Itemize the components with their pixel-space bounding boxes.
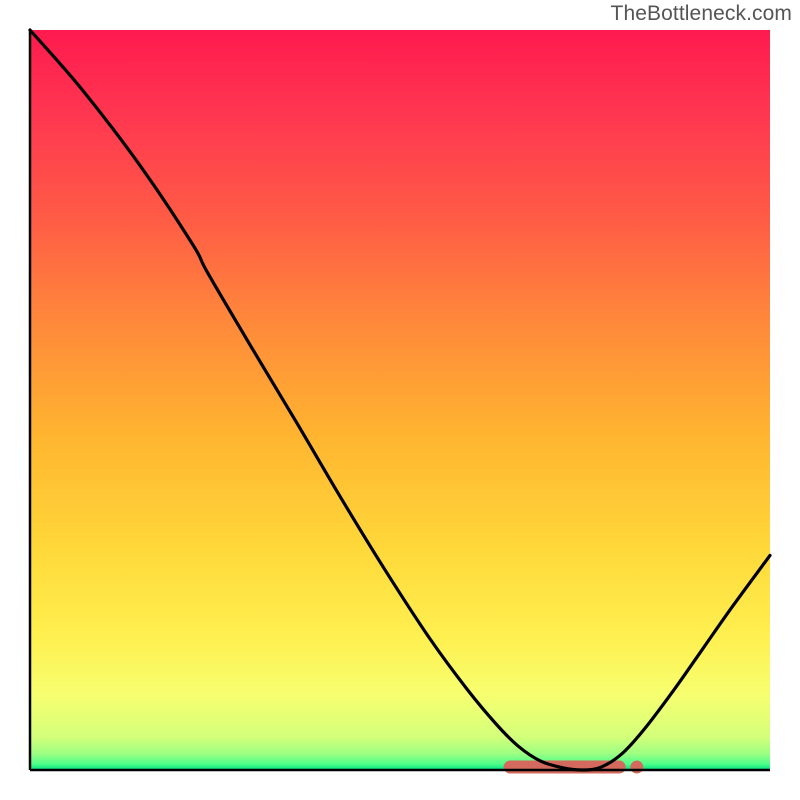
bottleneck-chart xyxy=(0,0,800,800)
optimal-point-marker xyxy=(630,761,643,774)
plot-background xyxy=(30,30,770,770)
chart-container: TheBottleneck.com xyxy=(0,0,800,800)
attribution-label: TheBottleneck.com xyxy=(611,2,792,26)
